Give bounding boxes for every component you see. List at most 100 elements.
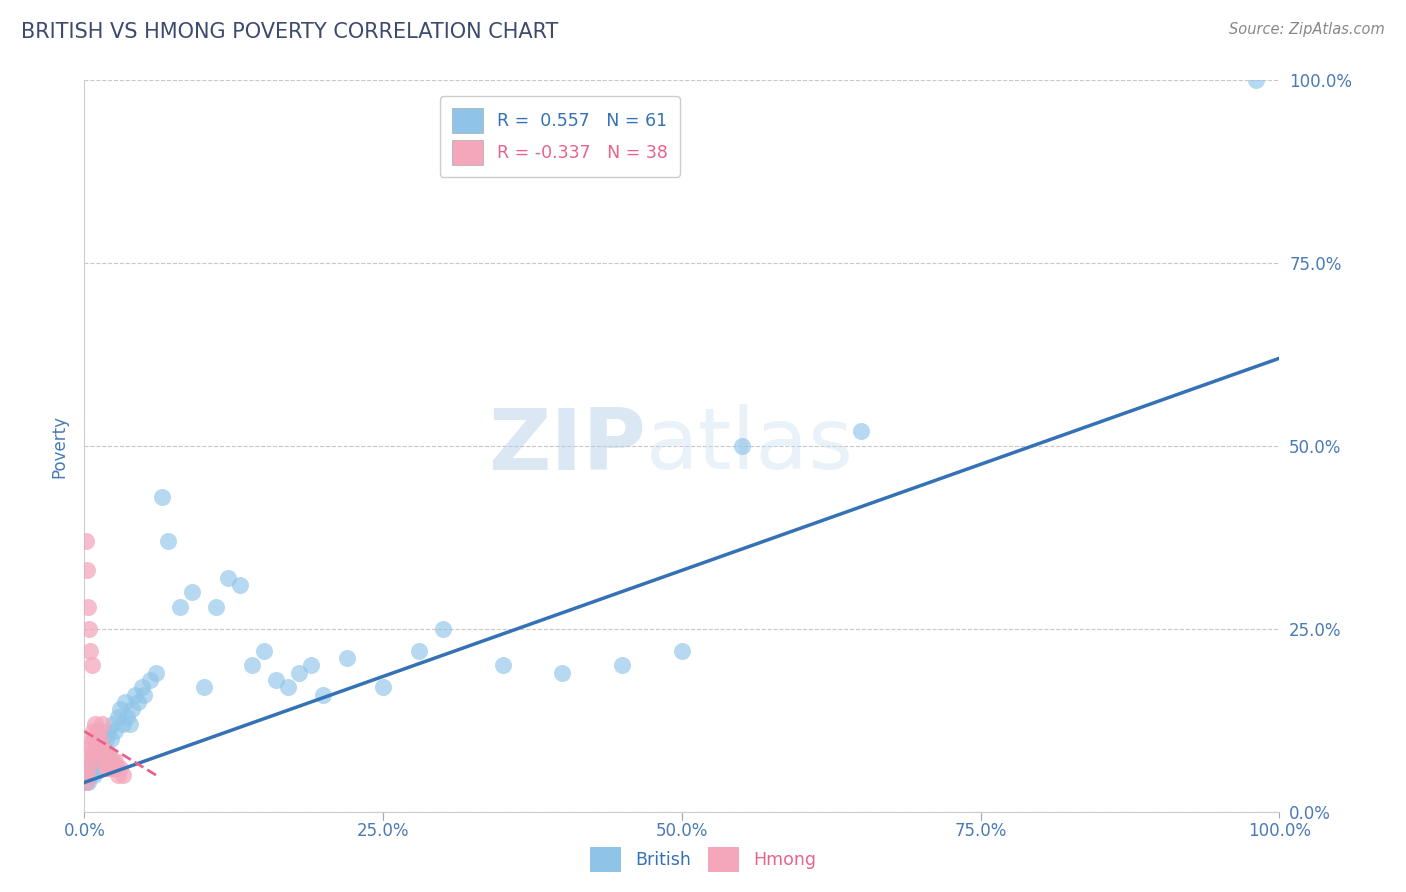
Point — [91, 717, 114, 731]
Point — [98, 761, 121, 775]
Point — [1244, 73, 1267, 87]
Point — [79, 768, 101, 782]
Point — [551, 665, 574, 680]
Point — [118, 717, 141, 731]
Point — [76, 768, 98, 782]
Point — [288, 665, 311, 680]
Point — [104, 754, 127, 768]
Point — [75, 534, 97, 549]
Point — [86, 739, 108, 753]
Point — [492, 658, 515, 673]
Point — [101, 717, 124, 731]
Point — [82, 761, 104, 775]
Point — [100, 754, 122, 768]
Point — [96, 746, 118, 760]
Point — [157, 534, 180, 549]
Point — [851, 425, 873, 439]
Point — [277, 681, 299, 695]
Point — [110, 702, 132, 716]
Point — [94, 761, 117, 775]
Point — [89, 731, 111, 746]
Point — [131, 681, 153, 695]
Point — [253, 644, 276, 658]
Point — [124, 688, 146, 702]
Point — [181, 585, 204, 599]
Point — [96, 754, 118, 768]
Point — [75, 775, 97, 789]
Point — [80, 658, 103, 673]
Text: BRITISH VS HMONG POVERTY CORRELATION CHART: BRITISH VS HMONG POVERTY CORRELATION CHA… — [21, 22, 558, 42]
Point — [94, 731, 117, 746]
Point — [93, 739, 115, 753]
Point — [101, 754, 124, 768]
Point — [77, 775, 100, 789]
Point — [90, 739, 112, 753]
Point — [87, 746, 110, 760]
Point — [80, 754, 103, 768]
Point — [86, 724, 108, 739]
Point — [93, 754, 115, 768]
Point — [103, 761, 125, 775]
Point — [79, 644, 101, 658]
Point — [132, 688, 156, 702]
Legend: R =  0.557   N = 61, R = -0.337   N = 38: R = 0.557 N = 61, R = -0.337 N = 38 — [440, 96, 681, 177]
Point — [75, 775, 97, 789]
Point — [97, 724, 120, 739]
Point — [671, 644, 693, 658]
Point — [82, 724, 104, 739]
Point — [89, 746, 111, 760]
Point — [93, 746, 115, 760]
Text: Source: ZipAtlas.com: Source: ZipAtlas.com — [1229, 22, 1385, 37]
Point — [105, 761, 128, 775]
Point — [82, 746, 104, 760]
Point — [100, 731, 122, 746]
Point — [101, 761, 124, 775]
Point — [114, 695, 136, 709]
Y-axis label: Poverty: Poverty — [51, 415, 69, 477]
Point — [301, 658, 323, 673]
Point — [97, 746, 120, 760]
Point — [84, 717, 107, 731]
Point — [193, 681, 215, 695]
Point — [77, 599, 100, 614]
Point — [83, 731, 105, 746]
Point — [127, 695, 149, 709]
Point — [145, 665, 167, 680]
Point — [139, 673, 162, 687]
Point — [432, 622, 454, 636]
Point — [86, 754, 108, 768]
Point — [77, 746, 100, 760]
Point — [373, 681, 395, 695]
Text: ZIP: ZIP — [488, 404, 647, 488]
Legend: British, Hmong: British, Hmong — [583, 840, 823, 879]
Point — [111, 717, 134, 731]
Point — [80, 731, 103, 746]
Point — [612, 658, 634, 673]
Point — [312, 688, 335, 702]
Point — [83, 768, 105, 782]
Point — [336, 651, 359, 665]
Point — [217, 571, 239, 585]
Point — [408, 644, 430, 658]
Point — [169, 599, 191, 614]
Point — [150, 490, 173, 504]
Point — [107, 768, 129, 782]
Point — [205, 599, 228, 614]
Point — [107, 709, 129, 723]
Point — [229, 578, 252, 592]
Point — [111, 768, 134, 782]
Text: atlas: atlas — [647, 404, 853, 488]
Point — [77, 622, 100, 636]
Point — [90, 754, 112, 768]
Point — [76, 563, 98, 577]
Point — [731, 439, 754, 453]
Point — [76, 768, 98, 782]
Point — [264, 673, 287, 687]
Point — [77, 761, 100, 775]
Point — [77, 761, 100, 775]
Point — [117, 709, 139, 723]
Point — [91, 731, 114, 746]
Point — [79, 739, 101, 753]
Point — [110, 761, 132, 775]
Point — [84, 746, 107, 760]
